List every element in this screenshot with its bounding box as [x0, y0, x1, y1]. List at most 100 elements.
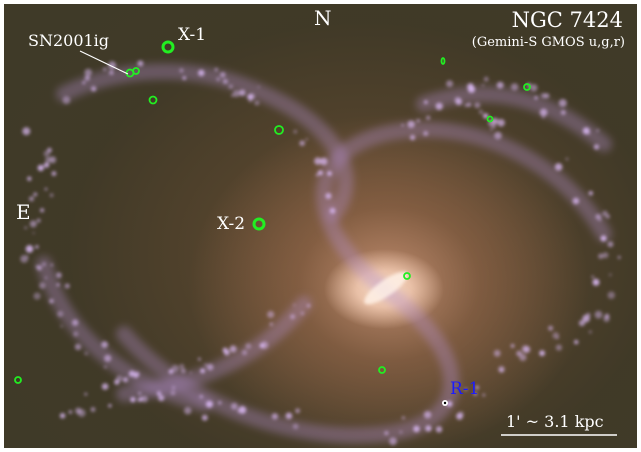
star-cluster	[49, 298, 54, 304]
x1-label: X-1	[178, 25, 207, 45]
star-cluster	[435, 102, 443, 111]
star-cluster	[84, 68, 92, 77]
star-cluster	[171, 364, 179, 373]
star-cluster	[481, 84, 485, 87]
star-cluster	[384, 431, 389, 436]
star-cluster	[114, 379, 120, 385]
star-cluster	[42, 262, 46, 267]
star-cluster	[588, 191, 593, 196]
star-cluster	[257, 85, 260, 88]
star-cluster	[589, 330, 592, 334]
star-cluster	[20, 255, 29, 263]
star-cluster	[483, 113, 489, 119]
star-cluster	[325, 192, 332, 200]
star-cluster	[59, 413, 66, 419]
star-cluster	[84, 392, 88, 396]
star-cluster	[293, 303, 296, 307]
star-cluster	[141, 395, 148, 403]
source-marker	[486, 115, 494, 123]
star-cluster	[198, 357, 201, 361]
star-cluster	[214, 68, 218, 72]
star-cluster	[49, 156, 57, 164]
star-cluster	[534, 96, 538, 100]
star-cluster	[25, 245, 34, 253]
star-cluster	[416, 119, 420, 123]
star-cluster	[35, 245, 39, 249]
star-cluster	[180, 368, 186, 374]
star-cluster	[62, 96, 71, 104]
star-cluster	[26, 255, 29, 258]
star-cluster	[474, 102, 481, 109]
star-cluster	[170, 390, 176, 396]
star-cluster	[607, 241, 614, 248]
star-cluster	[510, 344, 515, 348]
star-cluster	[565, 157, 569, 161]
star-cluster	[285, 412, 293, 420]
star-cluster	[464, 387, 468, 391]
star-cluster	[204, 363, 208, 367]
star-cluster	[158, 394, 165, 402]
star-cluster	[604, 313, 610, 319]
star-cluster	[574, 339, 579, 345]
star-cluster	[232, 90, 240, 98]
star-cluster	[516, 350, 522, 357]
source-marker	[148, 95, 158, 105]
star-cluster	[222, 79, 228, 84]
star-cluster	[423, 131, 429, 136]
star-cluster	[68, 410, 73, 414]
star-cluster	[128, 370, 136, 377]
star-cluster	[137, 60, 144, 67]
star-cluster	[600, 235, 607, 242]
star-cluster	[582, 314, 590, 323]
star-cluster	[92, 88, 96, 91]
star-cluster	[201, 414, 208, 421]
star-cluster	[464, 103, 468, 107]
galaxy-image: NGC 7424 (Gemini-S GMOS u,g,r) N E SN200…	[4, 4, 637, 448]
star-cluster	[199, 394, 203, 399]
star-cluster	[39, 282, 46, 289]
star-cluster	[216, 77, 220, 81]
star-cluster	[402, 416, 405, 420]
star-cluster	[109, 70, 114, 75]
star-cluster	[43, 162, 50, 168]
star-cluster	[220, 72, 226, 78]
spiral-arms	[36, 63, 612, 444]
star-cluster	[84, 351, 88, 356]
star-cluster	[37, 164, 44, 172]
star-cluster	[29, 220, 37, 228]
star-cluster	[84, 75, 91, 81]
star-cluster	[523, 345, 531, 354]
star-cluster	[184, 407, 192, 415]
star-cluster	[229, 345, 237, 353]
star-cluster	[44, 187, 48, 191]
star-cluster	[413, 425, 420, 433]
star-cluster	[539, 350, 545, 357]
star-cluster	[467, 102, 472, 107]
image-subtitle: (Gemini-S GMOS u,g,r)	[471, 35, 625, 50]
star-cluster	[554, 163, 563, 171]
star-cluster	[134, 371, 140, 377]
star-cluster	[198, 69, 205, 77]
star-cluster	[497, 119, 505, 127]
star-cluster	[327, 171, 332, 176]
star-cluster	[598, 217, 602, 222]
star-cluster	[230, 402, 238, 410]
star-cluster	[617, 256, 621, 259]
star-cluster	[137, 397, 142, 402]
x2-marker	[252, 217, 266, 231]
star-cluster	[123, 377, 128, 383]
star-cluster	[254, 100, 260, 106]
star-cluster	[64, 283, 70, 289]
star-cluster	[40, 208, 45, 213]
star-cluster	[290, 314, 296, 320]
star-cluster	[609, 273, 612, 277]
star-cluster	[22, 127, 31, 136]
star-cluster	[602, 252, 609, 259]
sn2001ig-marker-2	[132, 67, 140, 75]
star-cluster	[591, 275, 595, 279]
star-cluster	[130, 396, 136, 403]
star-cluster	[241, 349, 248, 356]
star-cluster	[466, 83, 474, 90]
star-cluster	[575, 199, 579, 203]
star-cluster	[541, 115, 545, 119]
